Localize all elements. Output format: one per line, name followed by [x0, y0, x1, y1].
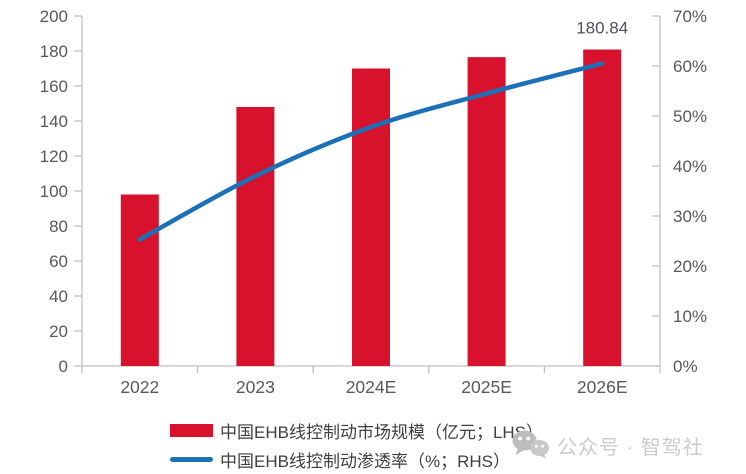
- left-axis-label: 200: [40, 7, 68, 26]
- right-axis-label: 30%: [673, 207, 707, 226]
- wechat-icon: [512, 430, 549, 459]
- bar-2026E: [583, 49, 622, 366]
- x-axis-label: 2026E: [577, 377, 628, 397]
- right-axis-label: 70%: [673, 7, 707, 26]
- bar-2023: [236, 107, 275, 366]
- combo-chart: 20018016014012010080604020070%60%50%40%3…: [40, 7, 707, 397]
- right-axis-label: 60%: [673, 57, 707, 76]
- line-series-swatch: [170, 456, 213, 462]
- left-axis-label: 160: [40, 77, 68, 96]
- watermark-text: 公众号 · 智驾社: [557, 436, 704, 459]
- bar-series-swatch: [170, 423, 213, 437]
- right-axis-label: 10%: [673, 307, 707, 326]
- watermark: 公众号 · 智驾社: [511, 429, 704, 461]
- x-axis-label: 2025E: [461, 377, 512, 397]
- legend-label-penetration: 中国EHB线控制动渗透率（%；RHS）: [220, 451, 510, 471]
- left-axis-label: 120: [40, 147, 68, 166]
- x-axis-label: 2022: [120, 377, 159, 397]
- penetration-line: [137, 61, 605, 242]
- bar-data-label: 180.84: [576, 19, 628, 38]
- legend-label-market-size: 中国EHB线控制动市场规模（亿元；LHS）: [220, 422, 544, 442]
- chart-legend: 中国EHB线控制动市场规模（亿元；LHS） 中国EHB线控制动渗透率（%；RHS…: [170, 419, 544, 471]
- left-axis-label: 0: [59, 357, 68, 376]
- left-axis-label: 20: [49, 322, 68, 341]
- x-axis-label: 2023: [236, 377, 275, 397]
- legend-item-market-size: 中国EHB线控制动市场规模（亿元；LHS）: [170, 419, 544, 442]
- bar-2025E: [467, 57, 506, 366]
- left-axis-label: 140: [40, 112, 68, 131]
- x-axis-label: 2024E: [346, 377, 397, 397]
- left-axis-label: 80: [49, 217, 68, 236]
- left-axis-label: 180: [40, 42, 68, 61]
- bar-2022: [120, 194, 159, 366]
- bar-2024E: [352, 68, 390, 366]
- left-axis-label: 60: [49, 252, 68, 271]
- legend-item-penetration: 中国EHB线控制动渗透率（%；RHS）: [170, 448, 543, 471]
- left-axis-label: 40: [49, 287, 68, 306]
- right-axis-label: 20%: [673, 257, 707, 276]
- right-axis-label: 50%: [673, 107, 707, 126]
- left-axis-label: 100: [40, 182, 68, 201]
- right-axis-label: 40%: [673, 157, 707, 176]
- right-axis-label: 0%: [673, 357, 698, 376]
